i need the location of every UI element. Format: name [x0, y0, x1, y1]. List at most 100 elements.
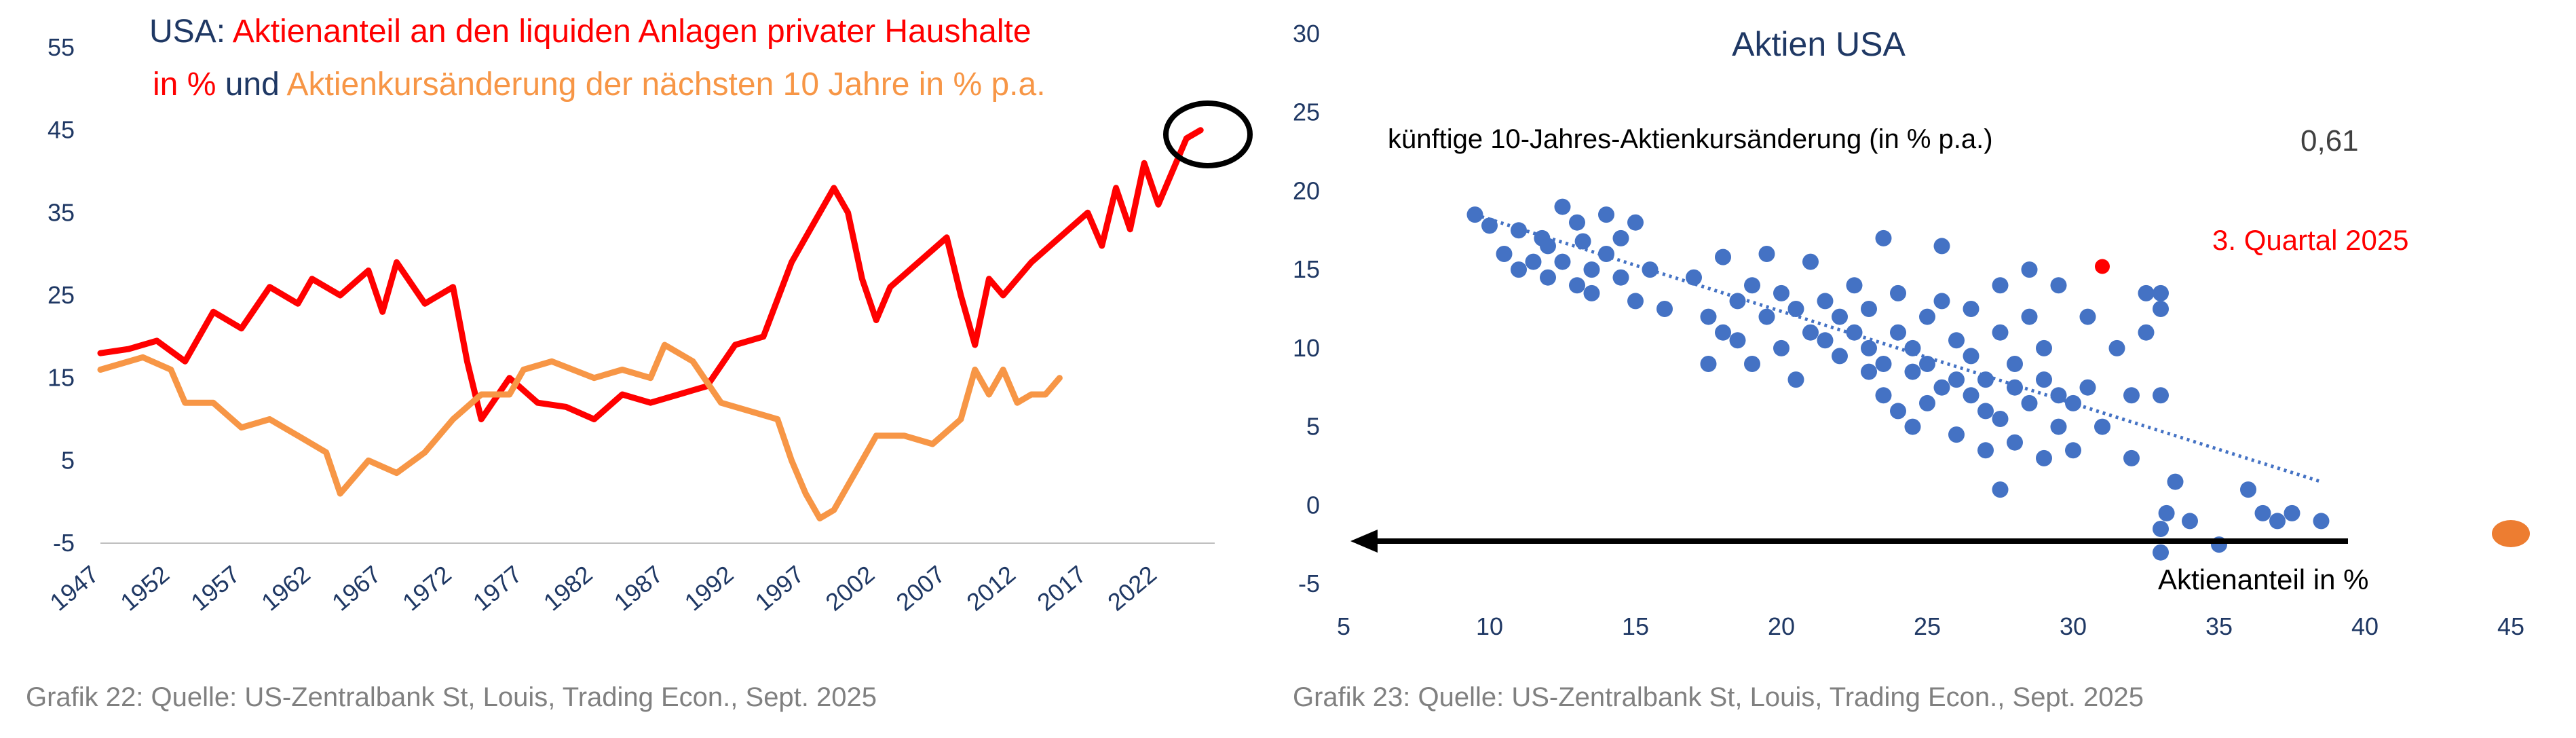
scatter-point [1540, 238, 1556, 255]
title-red-b: in % [153, 67, 216, 103]
latest-value-circle [1163, 100, 1253, 168]
left-x-tick-label: 2012 [961, 560, 1021, 616]
scatter-point [1627, 214, 1644, 231]
right-x-ticks: 5 10 15 20 25 30 35 40 45 [1337, 612, 2524, 640]
arrow-head [1350, 530, 1378, 553]
series-line-orange [97, 342, 1063, 521]
scatter-point [1933, 293, 1950, 310]
scatter-point [1511, 261, 1527, 278]
scatter-point [1904, 363, 1921, 380]
left-y-tick-label: 35 [48, 198, 75, 226]
scatter-point [1729, 332, 1746, 349]
scatter-point [2284, 504, 2300, 521]
left-x-tick-label: 1967 [326, 560, 386, 616]
right-x-tick-label: 25 [1914, 612, 1941, 640]
scatter-point [1758, 308, 1775, 325]
scatter-point [2050, 418, 2067, 435]
series-line-red [97, 127, 1204, 422]
scatter-point [1963, 348, 1980, 365]
left-y-tick-label: 15 [48, 364, 75, 392]
scatter-point [2007, 379, 2023, 396]
scatter-point [2036, 339, 2052, 356]
scatter-point [1481, 217, 1498, 234]
scatter-point [1875, 229, 1892, 246]
scatter-point [1890, 324, 1906, 341]
scatter-point [1919, 394, 1935, 411]
right-y-tick-label: -5 [1298, 570, 1320, 597]
right-x-tick-label: 35 [2205, 612, 2233, 640]
scatter-point [2240, 481, 2256, 498]
left-x-tick-label: 1972 [397, 560, 457, 616]
scatter-point [1948, 426, 1965, 443]
left-y-tick-label: 55 [48, 33, 75, 61]
scatter-point [2021, 308, 2038, 325]
title-mid: und [216, 67, 286, 103]
right-y-tick-label: 10 [1293, 334, 1320, 362]
scatter-point [1598, 206, 1614, 223]
left-y-tick-label: 45 [48, 116, 75, 144]
scatter-point [1992, 411, 2009, 427]
right-x-tick-label: 15 [1622, 612, 1649, 640]
right-y-tick-label: 25 [1293, 98, 1320, 126]
r-value-label: 0,61 [2300, 124, 2359, 158]
scatter-point [1963, 301, 1980, 317]
left-x-tick-label: 1952 [115, 560, 174, 616]
scatter-point [1832, 348, 1848, 365]
scatter-point [1832, 308, 1848, 325]
scatter-point [1933, 238, 1950, 255]
scatter-point [1977, 371, 1994, 388]
left-series-lines [97, 127, 1204, 521]
scatter-point [2065, 394, 2081, 411]
x-axis-label: Aktienanteil in % [2158, 564, 2369, 595]
scatter-point [1846, 277, 1863, 294]
scatter-point [1686, 269, 1702, 286]
scatter-point [1875, 356, 1892, 372]
left-x-ticks: 1947 1952 1957 1962 1967 1972 1977 1982 1987 1992… [44, 560, 1162, 616]
left-x-tick-label: 1957 [185, 560, 245, 616]
scatter-point [1729, 293, 1746, 310]
scatter-point [2007, 434, 2023, 451]
scatter-point [1511, 222, 1527, 239]
left-x-tick-label: 1947 [44, 560, 104, 616]
right-x-tick-label: 20 [1768, 612, 1795, 640]
scatter-point [1787, 301, 1804, 317]
scatter-point [1919, 356, 1935, 372]
scatter-point [2153, 301, 2169, 317]
scatter-point [1540, 269, 1556, 286]
scatter-point [1875, 387, 1892, 404]
right-y-tick-label: 20 [1293, 177, 1320, 204]
scatter-point [1948, 371, 1965, 388]
scatter-point [2153, 544, 2169, 561]
scatter-point [2036, 449, 2052, 466]
scatter-point [1612, 269, 1629, 286]
scatter-point [1802, 324, 1819, 341]
scatter-point [2079, 379, 2096, 396]
scatter-point [2269, 513, 2286, 530]
scatter-point [2065, 442, 2081, 459]
left-x-tick-label: 1962 [256, 560, 316, 616]
scatter-point [2153, 284, 2169, 301]
scatter-points [1466, 198, 2330, 561]
scatter-point [1466, 206, 1483, 223]
right-y-tick-label: 30 [1293, 20, 1320, 48]
scatter-point [1612, 229, 1629, 246]
scatter-point [1525, 253, 1542, 270]
scatter-point [1715, 324, 1731, 341]
scatter-point [1773, 284, 1789, 301]
left-x-tick-label: 1982 [538, 560, 598, 616]
scatter-point [2182, 513, 2198, 530]
right-chart-title: Aktien USA [1732, 25, 1906, 63]
left-x-tick-label: 2022 [1102, 560, 1162, 616]
scatter-point [2007, 356, 2023, 372]
left-y-tick-label: 5 [61, 446, 75, 474]
scatter-point [1642, 261, 1659, 278]
right-y-tick-label: 5 [1306, 413, 1320, 441]
orange-marker [2492, 519, 2530, 547]
scatter-point [1744, 277, 1760, 294]
right-x-tick-label: 10 [1476, 612, 1503, 640]
scatter-point [1890, 284, 1906, 301]
left-line-chart: USA: Aktienanteil an den liquiden Anlage… [44, 14, 1253, 616]
scatter-point [2021, 394, 2038, 411]
scatter-point [1992, 481, 2009, 498]
inner-y-label: künftige 10-Jahres-Aktienkursänderung (i… [1388, 124, 1993, 154]
